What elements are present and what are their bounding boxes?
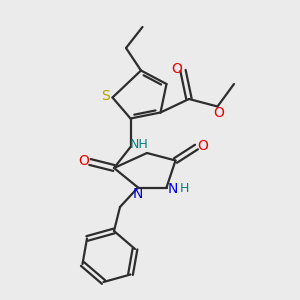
Text: NH: NH	[130, 137, 148, 151]
Text: O: O	[214, 106, 224, 120]
Text: N: N	[168, 182, 178, 196]
Text: H: H	[180, 182, 189, 196]
Text: S: S	[101, 89, 110, 103]
Text: O: O	[171, 62, 182, 76]
Text: N: N	[133, 187, 143, 201]
Text: O: O	[78, 154, 89, 167]
Text: O: O	[198, 139, 208, 152]
